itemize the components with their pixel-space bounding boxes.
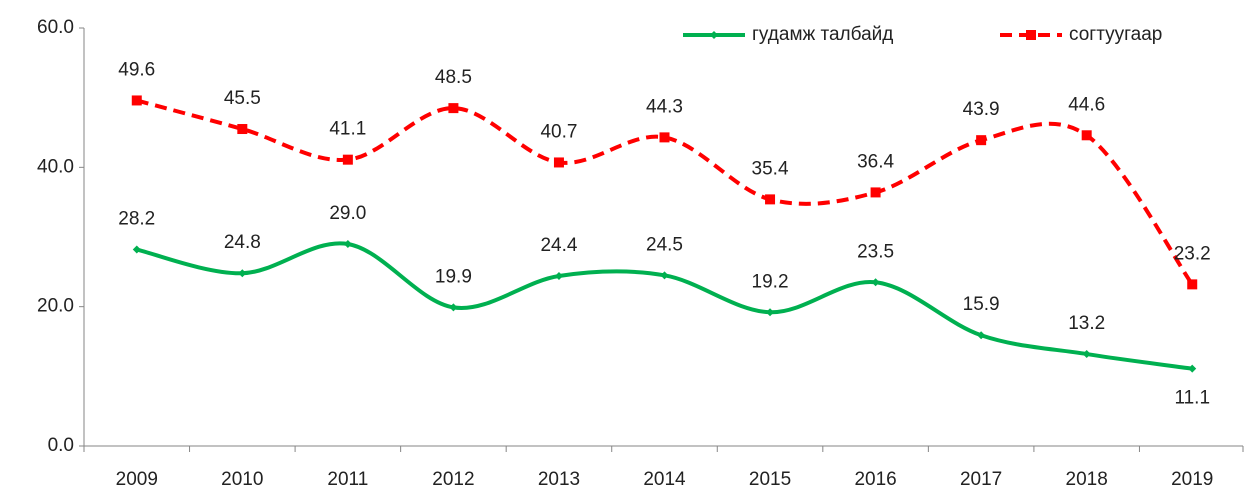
marker [449, 303, 458, 312]
marker [659, 132, 670, 143]
x-tick-label: 2009 [116, 469, 158, 490]
data-label: 44.6 [1068, 94, 1105, 115]
x-tick-label: 2016 [854, 469, 896, 490]
data-label: 24.8 [224, 232, 261, 253]
marker [870, 187, 881, 198]
x-tick-label: 2015 [749, 469, 791, 490]
data-label: 29.0 [329, 203, 366, 224]
data-label: 24.4 [540, 235, 577, 256]
data-label: 41.1 [329, 119, 366, 140]
data-label: 28.2 [118, 209, 155, 230]
marker [448, 103, 459, 114]
legend-marker [1026, 30, 1036, 40]
x-tick-label: 2018 [1066, 469, 1108, 490]
y-tick-label: 40.0 [37, 156, 74, 177]
marker [1188, 364, 1197, 373]
marker [553, 157, 564, 168]
series-line [136, 241, 1193, 371]
x-tick-label: 2014 [643, 469, 686, 490]
x-tick-label: 2010 [221, 469, 263, 490]
x-tick-label: 2017 [960, 469, 1002, 490]
x-tick-label: 2011 [327, 469, 368, 490]
data-label: 23.5 [857, 241, 894, 262]
marker [660, 271, 669, 280]
series-line [136, 98, 1194, 286]
data-label: 45.5 [224, 88, 261, 109]
data-label: 13.2 [1068, 313, 1105, 334]
y-tick-label: 0.0 [48, 435, 74, 456]
marker [976, 135, 987, 146]
x-tick-label: 2013 [538, 469, 580, 490]
marker [342, 154, 353, 165]
marker [131, 95, 142, 106]
data-label: 15.9 [963, 294, 1000, 315]
marker [343, 239, 352, 248]
data-label: 36.4 [857, 151, 894, 172]
data-label: 35.4 [752, 158, 789, 179]
data-label: 19.2 [752, 271, 789, 292]
x-tick-label: 2019 [1171, 469, 1213, 490]
marker [1081, 130, 1092, 141]
data-label: 49.6 [118, 59, 155, 80]
data-label: 11.1 [1174, 388, 1210, 409]
data-label: 44.3 [646, 96, 683, 117]
legend-marker [710, 31, 718, 39]
marker [132, 245, 141, 254]
marker [238, 269, 247, 278]
data-label: 23.2 [1174, 243, 1211, 264]
y-tick-label: 20.0 [37, 296, 74, 317]
marker [1082, 350, 1091, 359]
y-tick-label: 60.0 [37, 17, 74, 38]
marker [977, 331, 986, 340]
x-tick-label: 2012 [432, 469, 474, 490]
marker [871, 278, 880, 287]
legend-label: согтуугаар [1069, 24, 1162, 45]
marker [766, 308, 775, 317]
legend-label: гудамж талбайд [752, 24, 893, 45]
marker [765, 194, 776, 205]
marker [1187, 279, 1198, 290]
data-label: 43.9 [963, 99, 1000, 120]
marker [237, 124, 248, 135]
marker [554, 272, 563, 281]
data-label: 24.5 [646, 234, 683, 255]
data-label: 40.7 [540, 121, 577, 142]
data-label: 19.9 [435, 266, 472, 287]
data-label: 48.5 [435, 67, 472, 88]
